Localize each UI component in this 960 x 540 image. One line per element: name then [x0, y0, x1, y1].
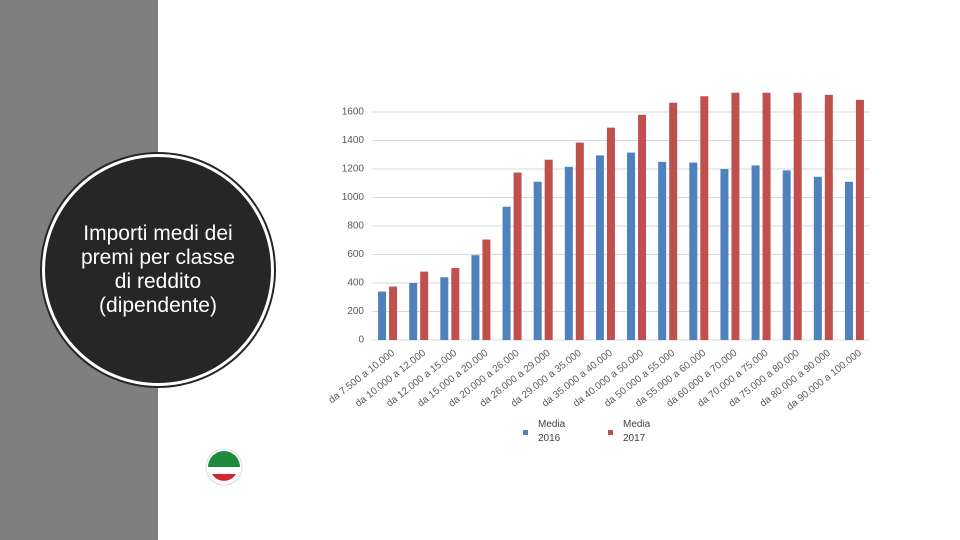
legend-label: Media 2017: [623, 419, 651, 444]
logo-red: [212, 474, 236, 481]
y-tick-label: 1400: [342, 135, 365, 146]
bar: [720, 168, 729, 340]
y-tick-label: 600: [347, 249, 364, 260]
bar: [389, 286, 398, 340]
bar: [782, 170, 791, 340]
bar: [731, 92, 740, 340]
legend-label: Media 2016: [538, 419, 566, 444]
bar: [813, 176, 822, 340]
title-circle: Importi medi dei premi per classe di red…: [45, 157, 271, 383]
bar: [533, 181, 542, 340]
bar: [855, 99, 864, 340]
bar: [471, 255, 480, 340]
bar: [689, 162, 698, 340]
bar: [513, 172, 522, 340]
legend-swatch: [608, 430, 613, 435]
bar: [638, 114, 647, 340]
bar: [700, 96, 709, 340]
bar: [544, 159, 553, 340]
logo-green: [208, 451, 240, 467]
bar: [658, 161, 667, 340]
bar: [595, 155, 604, 340]
bar: [378, 291, 387, 340]
legend-swatch: [523, 430, 528, 435]
bar: [844, 181, 853, 340]
y-tick-label: 800: [347, 221, 364, 232]
bar: [440, 277, 449, 340]
y-tick-label: 200: [347, 306, 364, 317]
logo: [205, 448, 243, 486]
y-tick-label: 1600: [342, 107, 365, 118]
bar: [762, 92, 771, 340]
chart-area: 0 200 400 600 800 1000 1200 1400 1600 da 7.500 a …: [318, 92, 885, 447]
bar: [564, 166, 573, 340]
bar: [502, 206, 511, 340]
bar: [451, 268, 460, 340]
bar: [420, 271, 429, 340]
bar: [482, 239, 491, 340]
y-tick-label: 400: [347, 278, 364, 289]
bar: [575, 142, 584, 340]
bar: [409, 282, 418, 340]
y-tick-label: 0: [358, 335, 364, 346]
y-tick-label: 1200: [342, 164, 365, 175]
bar: [793, 92, 802, 340]
bar: [824, 94, 833, 340]
bar: [606, 127, 615, 340]
bar: [751, 165, 760, 340]
slide-title: Importi medi dei premi per classe di red…: [80, 222, 236, 317]
bar: [669, 102, 678, 340]
bar: [627, 152, 636, 340]
y-tick-label: 1000: [342, 192, 365, 203]
